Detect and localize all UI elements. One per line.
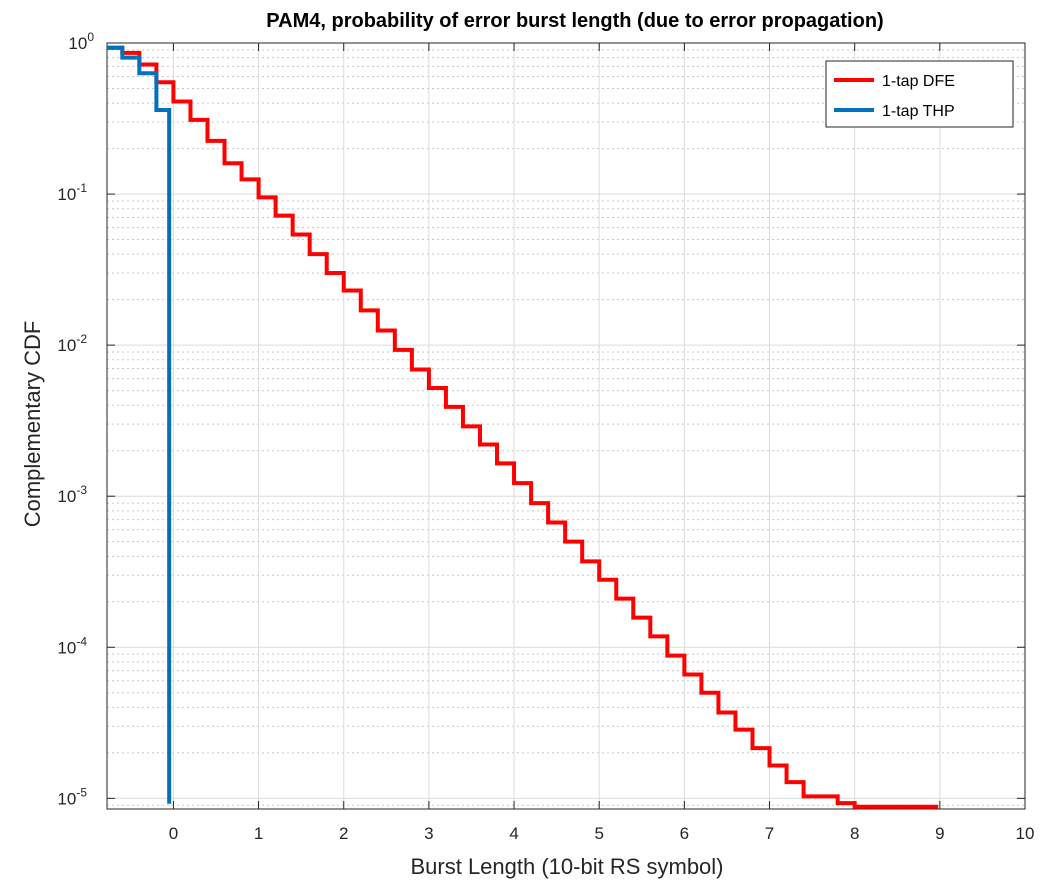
chart-title: PAM4, probability of error burst length … [266,10,883,32]
y-tick-label: 10-1 [57,181,87,204]
y-tick-label: 10-4 [57,634,87,657]
series [107,45,939,809]
x-tick-label: 3 [424,824,433,843]
plot-background [107,43,1025,809]
plot-border [106,42,1026,810]
legend-box [825,60,1014,128]
x-tick-label: 0 [169,824,178,843]
x-tick-label: 1 [254,824,263,843]
x-tick-label: 5 [594,824,603,843]
x-axis-label: Burst Length (10-bit RS symbol) [410,854,723,879]
y-axis-label: Complementary CDF [20,321,45,528]
legend-label-thp: 1-tap THP [882,103,955,120]
x-tick-label: 7 [765,824,774,843]
y-tick-label: 10-3 [57,483,87,506]
series-line-thp [107,45,172,804]
y-tick-label: 100 [68,30,94,53]
x-tick-label: 4 [509,824,518,843]
x-tick-label: 10 [1016,824,1035,843]
x-axis: 0 1 2 3 4 5 6 7 8 9 10 [169,43,1035,843]
x-tick-label: 8 [850,824,859,843]
series-line-dfe [107,45,939,809]
legend: 1-tap DFE 1-tap THP [825,60,1014,128]
axes-frame [106,42,1026,810]
x-tick-label: 2 [339,824,348,843]
x-tick-label: 9 [935,824,944,843]
legend-label-dfe: 1-tap DFE [882,73,955,90]
x-tick-label: 6 [680,824,689,843]
grid [107,42,1026,809]
y-tick-label: 10-2 [57,332,87,355]
y-axis: 10-5 10-4 10-3 10-2 10-1 100 [57,30,1025,808]
y-tick-label: 10-5 [57,785,87,808]
